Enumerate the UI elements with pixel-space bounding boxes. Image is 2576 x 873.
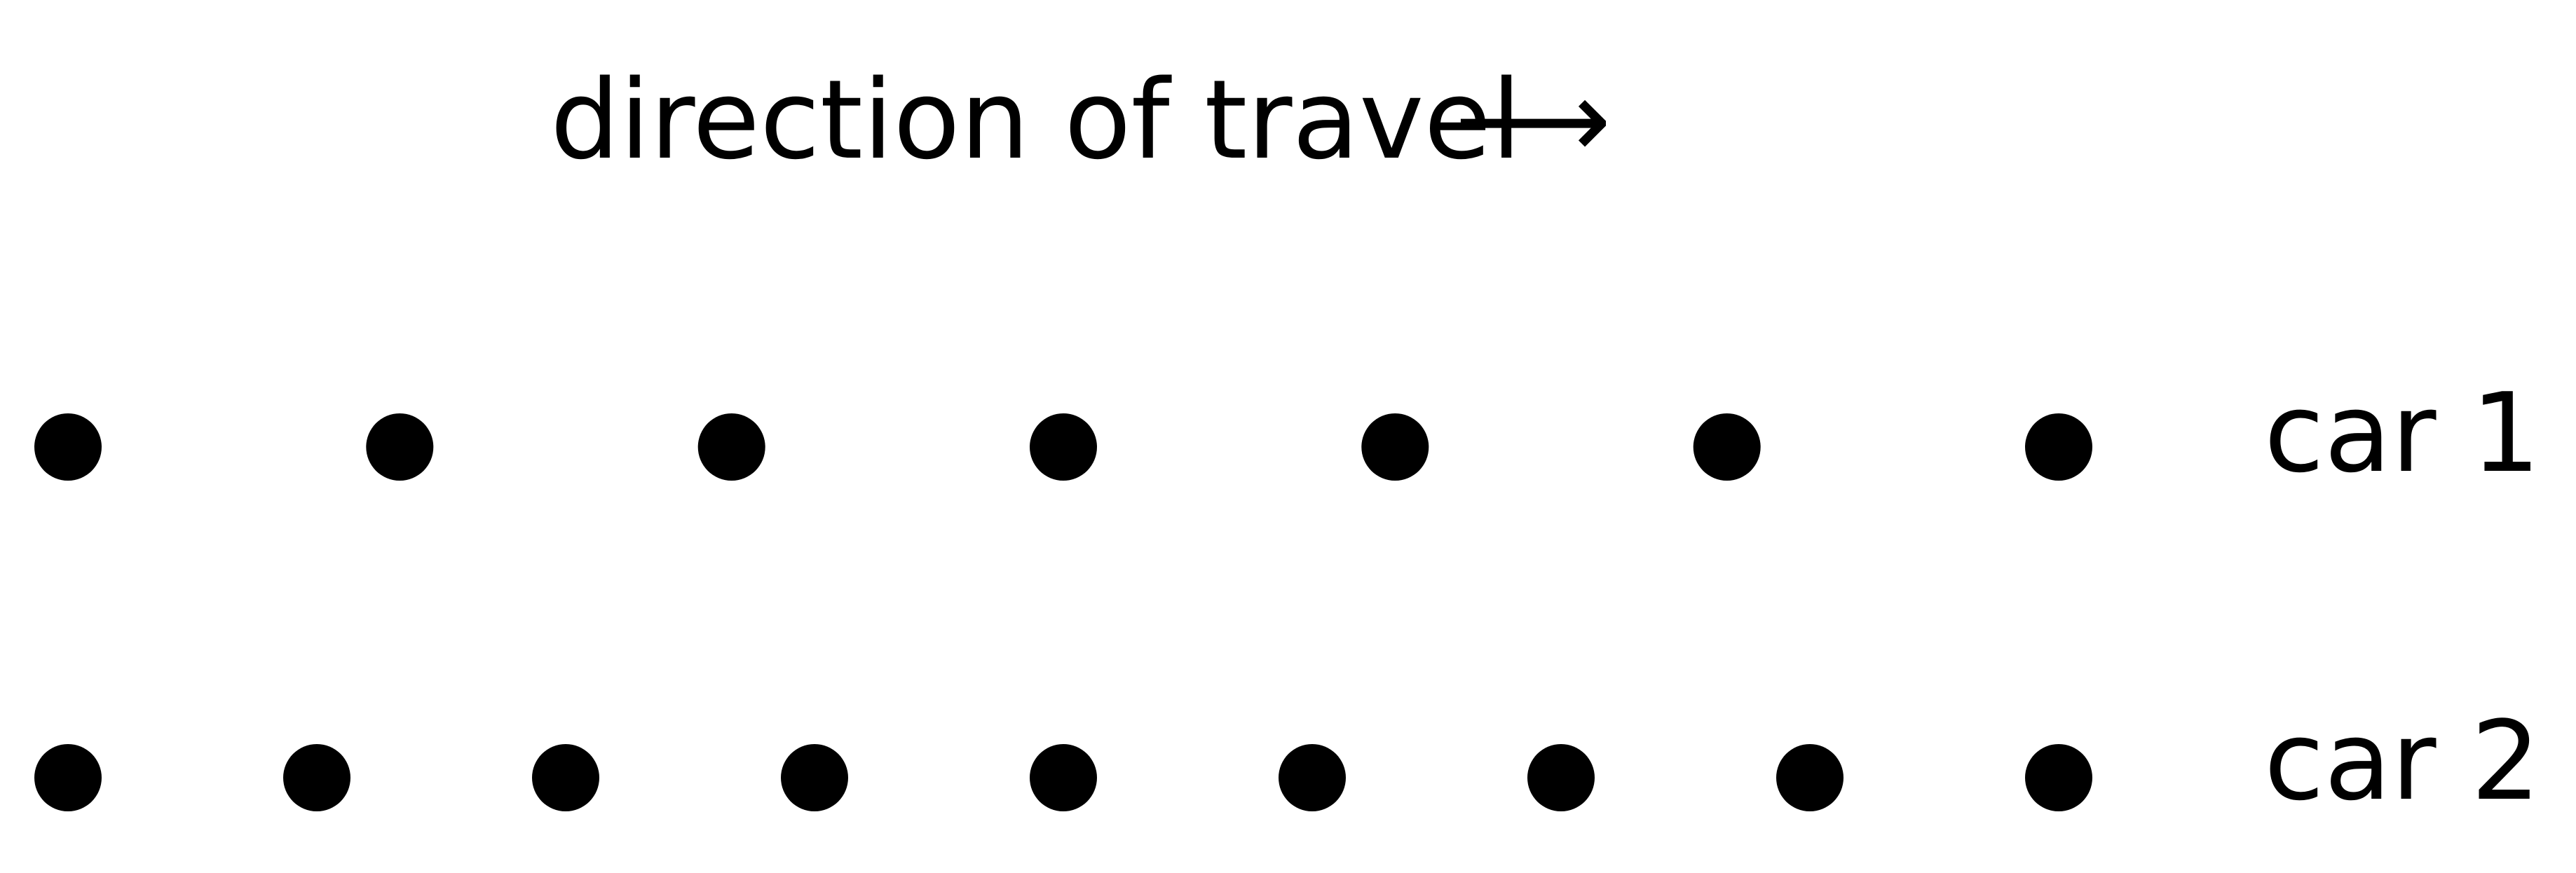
car-1-label: car 1 — [2264, 369, 2540, 497]
car-1-row: car 1 — [34, 369, 2540, 497]
car-1-position-dot — [1030, 413, 1097, 481]
car-1-position-dot — [1361, 413, 1429, 481]
car-2-position-dot — [1527, 744, 1595, 811]
car-2-position-dot — [532, 744, 599, 811]
car-2-row: car 2 — [34, 697, 2540, 825]
car-1-position-dot — [2025, 413, 2092, 481]
car-2-position-dot — [1279, 744, 1346, 811]
car-2-position-dot — [2025, 744, 2092, 811]
direction-label: direction of travel — [550, 56, 1522, 184]
car-1-position-dot — [1693, 413, 1761, 481]
title-group: direction of travel ⟶ — [550, 56, 1611, 184]
car-1-position-dot — [366, 413, 434, 481]
car-2-position-dot — [283, 744, 350, 811]
car-2-position-dot — [1776, 744, 1844, 811]
car-1-position-dot — [34, 413, 102, 481]
car-1-position-dot — [697, 413, 765, 481]
car-2-label: car 2 — [2264, 697, 2540, 825]
car-2-position-dot — [1030, 744, 1097, 811]
car-2-position-dot — [34, 744, 102, 811]
car-2-position-dot — [781, 744, 848, 811]
direction-arrow-icon: ⟶ — [1454, 56, 1611, 184]
